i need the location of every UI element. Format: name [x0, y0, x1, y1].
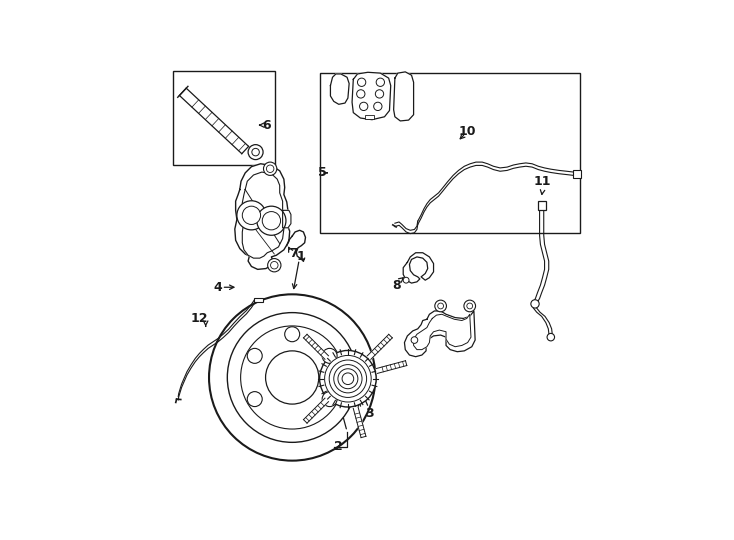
Polygon shape: [403, 253, 434, 283]
Circle shape: [360, 102, 368, 111]
Text: 3: 3: [366, 407, 374, 420]
Text: 12: 12: [191, 312, 208, 325]
Circle shape: [531, 300, 539, 308]
Circle shape: [322, 392, 337, 407]
Circle shape: [257, 206, 286, 235]
Circle shape: [329, 360, 366, 397]
Polygon shape: [393, 72, 413, 121]
Polygon shape: [283, 210, 291, 228]
Circle shape: [248, 145, 263, 160]
Text: 10: 10: [459, 125, 476, 138]
Polygon shape: [376, 361, 407, 373]
Circle shape: [242, 206, 261, 225]
Circle shape: [247, 392, 262, 407]
Bar: [253, 298, 263, 302]
Circle shape: [375, 90, 384, 98]
Polygon shape: [330, 74, 349, 104]
Bar: [573, 170, 581, 178]
Text: 7: 7: [288, 247, 297, 260]
Text: 1: 1: [296, 251, 305, 264]
Polygon shape: [367, 334, 392, 359]
Circle shape: [266, 351, 319, 404]
Polygon shape: [303, 334, 329, 359]
Bar: [320, 73, 580, 233]
Circle shape: [338, 369, 358, 389]
Bar: [173, 71, 275, 165]
Circle shape: [435, 300, 446, 312]
Bar: [365, 114, 374, 119]
Circle shape: [322, 348, 337, 363]
Text: 5: 5: [318, 166, 327, 179]
Circle shape: [264, 162, 277, 176]
Text: 11: 11: [534, 175, 551, 188]
Circle shape: [342, 373, 354, 384]
Circle shape: [357, 78, 366, 86]
Circle shape: [357, 90, 365, 98]
Circle shape: [377, 78, 385, 86]
Circle shape: [228, 313, 357, 442]
Polygon shape: [413, 314, 471, 349]
Circle shape: [319, 350, 377, 407]
Circle shape: [334, 364, 362, 393]
Circle shape: [247, 348, 262, 363]
Text: 9: 9: [451, 337, 459, 350]
Circle shape: [262, 212, 280, 230]
Circle shape: [241, 326, 344, 429]
Circle shape: [464, 300, 476, 312]
Bar: [537, 201, 546, 210]
Polygon shape: [353, 407, 366, 437]
Polygon shape: [235, 164, 290, 269]
Circle shape: [374, 102, 382, 111]
Circle shape: [209, 294, 375, 461]
Circle shape: [324, 355, 371, 402]
Circle shape: [411, 337, 418, 343]
Polygon shape: [352, 72, 390, 120]
Polygon shape: [404, 311, 475, 357]
Polygon shape: [242, 172, 284, 258]
Circle shape: [268, 259, 281, 272]
Circle shape: [285, 327, 299, 342]
Circle shape: [237, 201, 266, 230]
Circle shape: [547, 333, 555, 341]
Text: 6: 6: [263, 119, 271, 132]
Polygon shape: [303, 398, 329, 423]
Text: 4: 4: [213, 281, 222, 294]
Text: 8: 8: [392, 279, 401, 292]
Text: 2: 2: [333, 440, 342, 453]
Circle shape: [403, 277, 409, 283]
